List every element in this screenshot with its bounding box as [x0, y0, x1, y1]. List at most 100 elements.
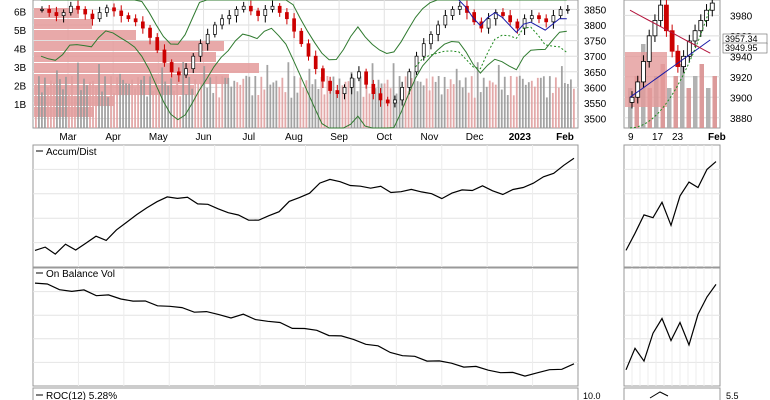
candle-body [443, 15, 448, 26]
volume-bar [137, 77, 139, 128]
price-label-2: 3949.95 [725, 43, 758, 53]
obv-grid [33, 268, 578, 386]
price-y-axis: 3500 3550 3600 3650 3700 3750 3800 3850 [584, 5, 607, 125]
volume-bar [215, 76, 218, 128]
inset-candles [629, 0, 715, 109]
candle-body [104, 7, 109, 13]
volume-bar [548, 76, 551, 128]
volume-bar [530, 80, 533, 128]
volume-bar [569, 79, 572, 128]
inset-volume-bar [699, 64, 704, 128]
volume-bar [176, 76, 179, 128]
volume-bar [281, 77, 284, 128]
inset-candle-body [664, 4, 669, 32]
inset-candle-body [675, 50, 681, 67]
volume-bar [53, 82, 55, 128]
price-x-tick-label: 2023 [509, 132, 532, 143]
volume-bar [167, 85, 170, 128]
candle-body [457, 5, 462, 10]
candle-body [227, 15, 232, 20]
volume-bar [56, 70, 58, 128]
volume-bar [200, 83, 203, 128]
volume-bar [110, 76, 112, 128]
inset-candle-body [635, 81, 641, 98]
volume-bar [146, 96, 149, 128]
candle-body [565, 9, 570, 11]
volume-bar [38, 76, 40, 128]
volume-bar [461, 87, 464, 128]
price-x-tick-label: May [149, 132, 168, 143]
volume-bar [332, 76, 335, 128]
volume-bar [380, 83, 383, 128]
volume-bar [449, 79, 452, 128]
moving-average-blue-line [458, 0, 567, 34]
inset-candle-body [646, 35, 652, 62]
volume-bar [275, 80, 278, 128]
volume-bar [506, 95, 509, 128]
inset-x-tick-label: 17 [652, 132, 664, 143]
inset-candle-body [704, 9, 709, 21]
volume-bar [107, 97, 109, 128]
inset-volume-bar [647, 88, 652, 128]
volume-bar [323, 94, 326, 128]
volume-bar [479, 92, 482, 128]
accum-dist-panel: Accum/Dist [32, 144, 721, 268]
price-y-tick-label: 3800 [584, 21, 607, 32]
volume-bar [287, 62, 290, 128]
price-x-tick-label: Feb [556, 132, 574, 143]
inset-y-axis: 388039003920394039603980 [730, 11, 753, 124]
volume-bar [395, 93, 398, 128]
candle-body [385, 99, 390, 104]
candle-body [270, 5, 275, 10]
roc-label: ROC(12) 5.28% [46, 391, 117, 400]
volume-profile-bar [34, 19, 92, 29]
candle-body [191, 55, 196, 70]
volume-bar [500, 89, 503, 128]
volume-bar [470, 76, 473, 128]
volume-profile-bar [34, 74, 229, 84]
volume-bar [515, 76, 518, 128]
volume-bar [89, 81, 91, 128]
inset-volume-bar [706, 88, 711, 128]
volume-bar [236, 82, 239, 128]
price-x-tick-label: Nov [421, 132, 439, 143]
inset-volume-bar [680, 64, 685, 128]
volume-bar [293, 76, 296, 128]
volume-bar [371, 63, 374, 128]
inset-y-tick-label: 3980 [730, 11, 753, 22]
candle-body [285, 12, 289, 20]
candle-body [493, 12, 498, 20]
candle-body [97, 12, 102, 20]
volume-bar [314, 79, 317, 128]
volume-bar [524, 84, 527, 128]
volume-bar [428, 90, 431, 128]
volume-bar [149, 76, 152, 128]
volume-bar [50, 80, 52, 128]
volume-bar [209, 77, 212, 128]
volume-tick-label: 3B [14, 63, 27, 74]
volume-tick-label: 4B [14, 45, 27, 56]
volume-bar [131, 79, 133, 128]
volume-bar [77, 62, 79, 128]
volume-bar [305, 80, 308, 128]
inset-candle-body [709, 2, 715, 11]
candle-body [47, 9, 52, 13]
candle-body [155, 37, 160, 51]
price-y-tick-label: 3550 [584, 99, 607, 110]
volume-bar [203, 66, 206, 128]
volume-bar [356, 91, 359, 128]
price-x-tick-label: Jul [242, 132, 255, 143]
inset-candle-body [686, 40, 692, 57]
candle-body [328, 80, 332, 91]
volume-bar [320, 76, 323, 128]
candle-body [213, 24, 217, 35]
volume-bar [128, 83, 130, 128]
volume-profile-bar [34, 52, 216, 62]
inset-volume-bar [667, 88, 672, 128]
volume-bar [125, 83, 127, 128]
volume-bar [272, 82, 275, 128]
volume-bar [47, 87, 49, 128]
volume-bar [563, 83, 566, 128]
inset-price-labels: 3957.34 3949.95 [722, 33, 768, 54]
candle-body [393, 99, 397, 104]
